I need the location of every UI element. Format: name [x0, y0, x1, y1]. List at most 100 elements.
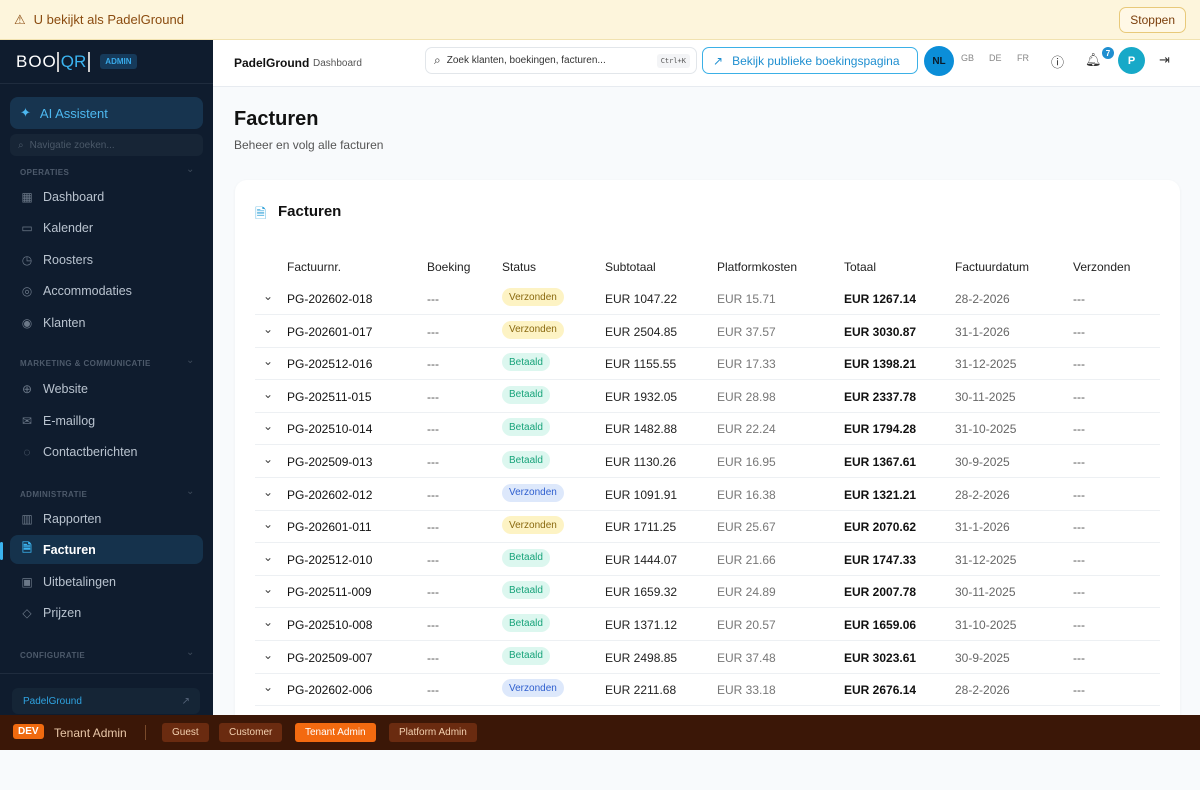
sidebar-item-rapporten[interactable]: ▥ Rapporten	[10, 504, 203, 533]
invoices-card: 🗎︎ Facturen Factuurnr. Boeking Status Subto…	[235, 180, 1180, 740]
column-header-6[interactable]: Factuurdatum	[955, 260, 1030, 274]
sidebar-item-e-maillog[interactable]: ✉ E-maillog	[10, 406, 203, 435]
language-gb[interactable]: GB	[961, 53, 975, 63]
platform-fee: EUR 16.95	[717, 455, 776, 469]
platform-fee: EUR 15.71	[717, 292, 776, 306]
chevron-down-icon[interactable]: ⌄	[186, 164, 195, 175]
table-row[interactable]: ⌄ PG-202601-011 --- Verzonden EUR 1711.25 EUR…	[255, 511, 1160, 544]
column-header-3[interactable]: Subtotaal	[605, 260, 656, 274]
language-nl[interactable]: NL	[924, 46, 954, 76]
sidebar-item-contactberichten[interactable]: ◌ Contactberichten	[10, 437, 203, 466]
sidebar-item-prijzen[interactable]: ◇ Prijzen	[10, 598, 203, 627]
breadcrumb[interactable]: Dashboard	[313, 57, 362, 69]
section-operaties[interactable]: OPERATIES	[20, 168, 70, 177]
table-row[interactable]: ⌄ PG-202511-009 --- Betaald EUR 1659.32 EUR 2…	[255, 576, 1160, 609]
global-search-input[interactable]: ⌕ Zoek klanten, boekingen, facturen... Ctr…	[425, 47, 697, 74]
role-button-guest[interactable]: Guest	[162, 723, 209, 742]
chevron-down-icon[interactable]: ⌄	[186, 486, 195, 497]
column-header-0[interactable]: Factuurnr.	[287, 260, 342, 274]
table-row[interactable]: ⌄ PG-202509-013 --- Betaald EUR 1130.26 EUR 1…	[255, 446, 1160, 478]
role-button-platform-admin[interactable]: Platform Admin	[389, 723, 477, 742]
external-link-icon: ↗	[181, 695, 190, 707]
column-header-5[interactable]: Totaal	[844, 260, 877, 274]
platform-fee: EUR 37.57	[717, 324, 776, 339]
booking: ---	[427, 585, 439, 600]
chevron-down-icon[interactable]: ⌄	[263, 354, 274, 369]
chevron-down-icon[interactable]: ⌄	[186, 647, 195, 658]
language-fr[interactable]: FR	[1017, 53, 1029, 63]
column-header-1[interactable]: Boeking	[427, 260, 471, 274]
total: EUR 2337.78	[844, 389, 917, 404]
invoice-number: PG-202602-006	[287, 683, 373, 698]
chevron-down-icon[interactable]: ⌄	[263, 680, 274, 695]
section-marketing-communicatie[interactable]: MARKETING & COMMUNICATIE	[20, 359, 151, 368]
sidebar-item-klanten[interactable]: ◉ Klanten	[10, 308, 203, 337]
subtotal: EUR 1444.07	[605, 552, 678, 567]
ai-assistant-button[interactable]: ✦ AI Assistent	[10, 97, 203, 129]
avatar[interactable]: P	[1118, 47, 1145, 74]
sidebar-item-kalender[interactable]: ▭ Kalender	[10, 213, 203, 242]
column-header-2[interactable]: Status	[502, 260, 537, 274]
table-row[interactable]: ⌄ PG-202602-018 --- Verzonden EUR 1047.22 EUR…	[255, 283, 1160, 315]
chevron-down-icon[interactable]: ⌄	[263, 517, 274, 532]
table-row[interactable]: ⌄ PG-202602-012 --- Verzonden EUR 1091.91 EUR…	[255, 479, 1160, 511]
chevron-down-icon[interactable]: ⌄	[263, 549, 274, 564]
table-row[interactable]: ⌄ PG-202510-008 --- Betaald EUR 1371.12 EUR 2…	[255, 609, 1160, 641]
nav-search-input[interactable]: ⌕ Navigatie zoeken...	[10, 134, 203, 156]
status-badge: Betaald	[502, 581, 550, 600]
invoice-date: 28-2-2026	[955, 292, 1010, 306]
chevron-down-icon[interactable]: ⌄	[263, 289, 274, 303]
sent: ---	[1073, 389, 1085, 404]
section-administratie[interactable]: ADMINISTRATIE	[20, 490, 88, 499]
table-row[interactable]: ⌄ PG-202602-006 --- Verzonden EUR 2211.68 EUR…	[255, 674, 1160, 707]
help-icon[interactable]: ⓘ	[1051, 55, 1065, 70]
column-header-4[interactable]: Platformkosten	[717, 260, 798, 274]
chevron-down-icon[interactable]: ⌄	[263, 419, 274, 434]
table-row[interactable]: ⌄ PG-202512-010 --- Betaald EUR 1444.07 EUR 2…	[255, 544, 1160, 576]
sidebar-item-accommodaties[interactable]: ◎ Accommodaties	[10, 276, 203, 305]
chevron-down-icon[interactable]: ⌄	[263, 484, 274, 499]
chevron-down-icon[interactable]: ⌄	[263, 386, 274, 401]
status-badge: Betaald	[502, 451, 550, 469]
logo[interactable]: BOO QR ADMIN	[0, 40, 213, 84]
language-de[interactable]: DE	[989, 53, 1002, 63]
invoice-date: 31-12-2025	[955, 357, 1017, 372]
chevron-down-icon[interactable]: ⌄	[263, 452, 274, 466]
logout-icon[interactable]: ⇥	[1159, 52, 1170, 67]
sidebar-item-uitbetalingen[interactable]: ▣ Uitbetalingen	[10, 567, 203, 596]
role-button-tenant-admin[interactable]: Tenant Admin	[295, 723, 376, 742]
chevron-down-icon[interactable]: ⌄	[263, 582, 274, 597]
sent: ---	[1073, 357, 1085, 372]
table-row[interactable]: ⌄ PG-202601-017 --- Verzonden EUR 2504.85 EUR…	[255, 316, 1160, 348]
sent: ---	[1073, 650, 1085, 665]
sidebar-item-roosters[interactable]: ◷ Roosters	[10, 245, 203, 274]
chevron-down-icon[interactable]: ⌄	[263, 647, 274, 662]
bell-icon[interactable]: 🔔︎	[1085, 52, 1102, 67]
booking: ---	[427, 552, 439, 567]
chevron-down-icon[interactable]: ⌄	[263, 615, 274, 629]
role-button-customer[interactable]: Customer	[219, 723, 283, 742]
chevron-down-icon[interactable]: ⌄	[263, 321, 274, 336]
table-row[interactable]: ⌄ PG-202509-007 --- Betaald EUR 2498.85 EUR 3…	[255, 642, 1160, 674]
column-header-7[interactable]: Verzonden	[1073, 260, 1131, 274]
section-configuratie[interactable]: CONFIGURATIE	[20, 651, 86, 660]
sent: ---	[1073, 324, 1085, 339]
stop-button[interactable]: Stoppen	[1119, 7, 1186, 33]
subtotal: EUR 2498.85	[605, 650, 678, 665]
sidebar-item-facturen[interactable]: 🗎︎ Facturen	[10, 535, 203, 564]
table-row[interactable]: ⌄ PG-202511-015 --- Betaald EUR 1932.05 EUR 2…	[255, 381, 1160, 413]
sidebar-item-dashboard[interactable]: ▦ Dashboard	[10, 182, 203, 211]
subtotal: EUR 1659.32	[605, 585, 678, 600]
tenant-link[interactable]: PadelGround ↗	[12, 688, 200, 714]
total: EUR 1659.06	[844, 618, 917, 632]
public-booking-page-button[interactable]: ↗ Bekijk publieke boekingspagina	[702, 47, 918, 74]
warning-icon: ⚠	[14, 11, 26, 27]
sidebar-item-label: Rapporten	[43, 511, 102, 526]
sidebar-item-website[interactable]: ⊕ Website	[10, 374, 203, 403]
platform-fee: EUR 33.18	[717, 683, 776, 698]
invoice-number: PG-202509-013	[287, 455, 373, 469]
chevron-down-icon[interactable]: ⌄	[186, 355, 195, 366]
table-row[interactable]: ⌄ PG-202510-014 --- Betaald EUR 1482.88 EUR 2…	[255, 413, 1160, 446]
top-header: PadelGround Dashboard ⌕ Zoek klanten, boe…	[213, 40, 1200, 87]
table-row[interactable]: ⌄ PG-202512-016 --- Betaald EUR 1155.55 EUR 1…	[255, 348, 1160, 381]
